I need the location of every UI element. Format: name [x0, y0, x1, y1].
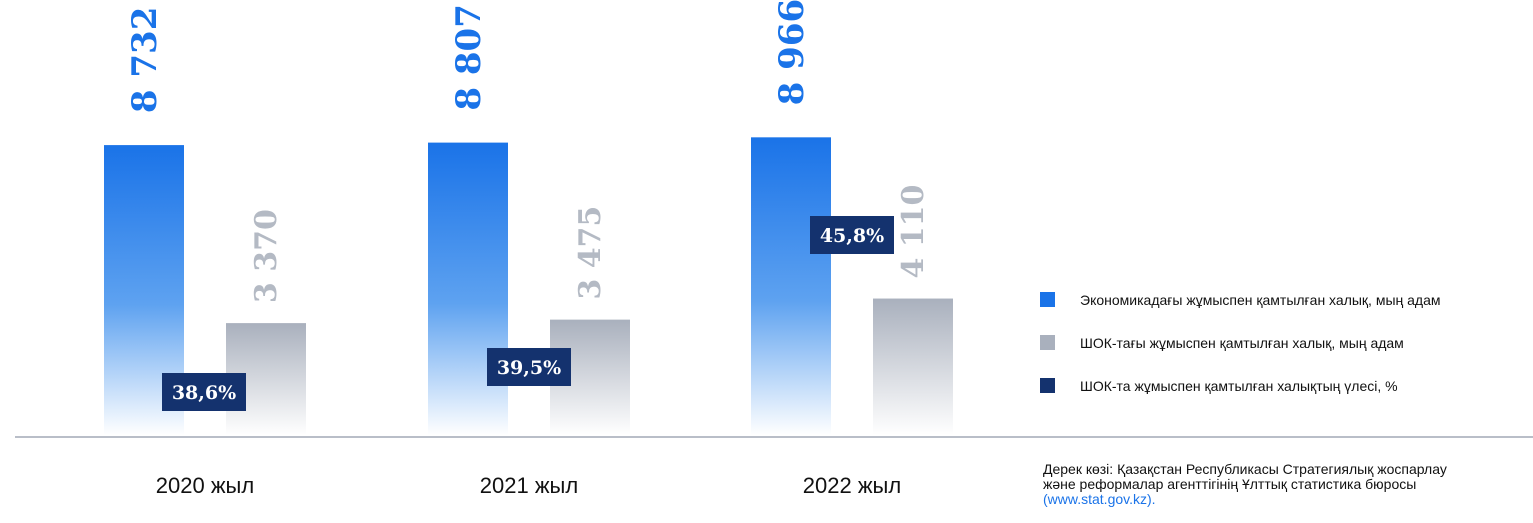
bar-total-employed: [751, 137, 831, 435]
legend: Экономикадағы жұмыспен қамтылған халық, …: [1040, 288, 1520, 417]
source-line-1: Дерек көзі: Қазақстан Республикасы Страт…: [1043, 461, 1447, 477]
bar-value-sme-employed: 3 475: [573, 206, 608, 300]
legend-item-total-employed: Экономикадағы жұмыспен қамтылған халық, …: [1040, 288, 1520, 311]
source-line-2: және реформалар агенттігінің Ұлттық стат…: [1043, 476, 1417, 492]
legend-swatch-sme-employed: [1040, 335, 1055, 350]
bar-value-total-employed: 8 732: [125, 7, 165, 113]
source-note: Дерек көзі: Қазақстан Республикасы Страт…: [1043, 462, 1523, 507]
legend-swatch-sme-share: [1040, 378, 1055, 393]
source-link[interactable]: (www.stat.gov.kz).: [1043, 491, 1156, 507]
bar-value-sme-employed: 3 370: [249, 209, 284, 303]
legend-label-sme-share: ШОК-та жұмыспен қамтылған халықтың үлесі…: [1080, 377, 1398, 394]
category-label: 2022 жыл: [803, 473, 901, 498]
share-badge: [162, 373, 246, 411]
legend-item-sme-employed: ШОК-тағы жұмыспен қамтылған халық, мың а…: [1040, 331, 1520, 354]
legend-label-total-employed: Экономикадағы жұмыспен қамтылған халық, …: [1080, 291, 1441, 308]
bar-total-employed: [428, 142, 508, 435]
share-badge-label: 39,5%: [497, 357, 561, 379]
bar-value-total-employed: 8 807: [449, 4, 489, 110]
bar-value-sme-employed: 4 110: [896, 185, 931, 279]
share-badge: [810, 216, 894, 254]
share-badge-label: 38,6%: [172, 382, 236, 404]
legend-label-sme-employed: ШОК-тағы жұмыспен қамтылған халық, мың а…: [1080, 334, 1404, 351]
category-label: 2021 жыл: [480, 473, 578, 498]
share-badge-label: 45,8%: [820, 225, 884, 247]
legend-item-sme-share: ШОК-та жұмыспен қамтылған халықтың үлесі…: [1040, 374, 1520, 397]
bar-value-total-employed: 8 966: [772, 0, 812, 105]
share-badge: [487, 348, 571, 386]
bar-sme-employed: [873, 298, 953, 435]
category-label: 2020 жыл: [156, 473, 254, 498]
legend-swatch-total-employed: [1040, 292, 1055, 307]
